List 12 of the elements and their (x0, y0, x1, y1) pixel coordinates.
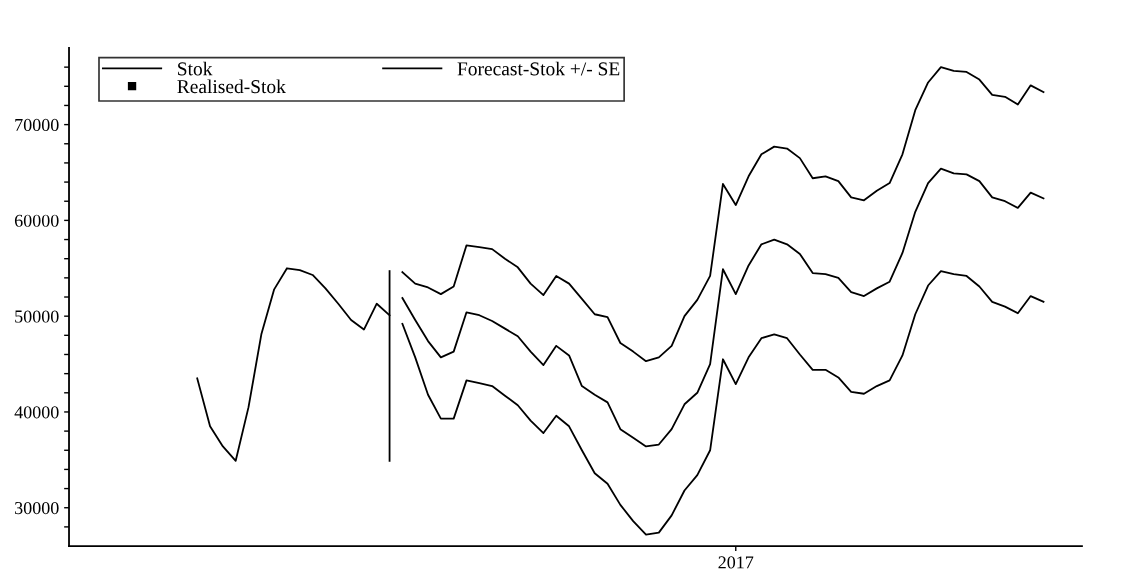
legend-label: Forecast-Stok +/- SE (457, 61, 620, 76)
y-tick-label: 50000 (15, 310, 59, 323)
y-tick-label: 60000 (14, 214, 59, 227)
legend-label: Realised-Stok (177, 79, 286, 94)
line-series (401, 167, 1045, 448)
line-series (196, 267, 391, 462)
line-series (401, 270, 1045, 536)
y-tick-label: 40000 (14, 406, 59, 419)
x-tick-label: 2017 (718, 556, 754, 569)
legend-label: Stok (178, 61, 213, 76)
y-tick-label: 70000 (15, 118, 59, 132)
y-tick-label: 30000 (15, 501, 59, 515)
